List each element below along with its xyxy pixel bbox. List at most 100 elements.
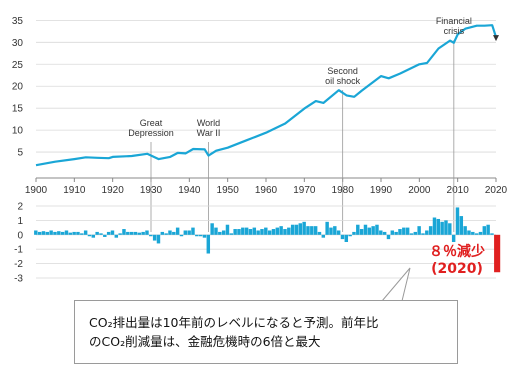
change-bar — [402, 227, 406, 235]
change-bar — [244, 227, 249, 235]
change-bar — [275, 227, 280, 235]
change-bar — [64, 230, 69, 235]
change-bar — [390, 230, 395, 235]
change-bar — [225, 224, 230, 235]
highlight-bar-2020 — [494, 234, 501, 273]
change-bar — [344, 234, 349, 242]
change-bar — [241, 227, 245, 235]
callout-line-2: のCO₂削減量は、金融危機時の6倍と最大 — [89, 334, 321, 349]
change-bar — [417, 226, 421, 235]
change-bar — [486, 224, 490, 235]
annotation-label: Second — [327, 66, 358, 76]
change-bar — [340, 234, 345, 240]
change-bar — [72, 231, 76, 235]
change-bar — [336, 230, 341, 235]
change-bar — [179, 234, 184, 237]
annotation-label: Depression — [128, 128, 174, 138]
y-tick-label: 2 — [17, 202, 23, 213]
change-bar — [34, 230, 38, 235]
x-tick-label: 1940 — [178, 185, 201, 196]
x-tick-label: 1960 — [255, 185, 278, 196]
change-bar — [233, 229, 237, 235]
change-bar — [463, 226, 467, 235]
y-tick-label: -3 — [14, 274, 23, 285]
change-bar — [99, 233, 103, 235]
change-bar — [202, 234, 207, 238]
change-bar — [91, 234, 96, 238]
x-tick-label: 2000 — [408, 185, 431, 196]
change-bar — [367, 227, 372, 235]
change-bar — [87, 234, 92, 237]
change-bar — [329, 227, 333, 235]
y-tick-label: 25 — [12, 60, 24, 71]
change-bar — [252, 227, 257, 235]
summary-callout: CO₂排出量は10年前のレベルになると予測。前年比 のCO₂削減量は、金融危機時… — [74, 300, 458, 364]
change-bar — [267, 230, 272, 235]
y-tick-label: 5 — [17, 148, 23, 159]
change-bar — [49, 230, 53, 235]
change-bar — [141, 231, 145, 235]
change-bar — [237, 229, 241, 235]
top-chart-gridlines — [36, 19, 496, 179]
change-bar — [359, 229, 364, 235]
highlight-label: ８％減少 — [429, 243, 485, 260]
change-bar — [490, 233, 494, 235]
change-bar — [283, 229, 287, 235]
change-bar — [317, 231, 322, 235]
change-bar — [172, 231, 176, 235]
y-tick-label: 0 — [17, 230, 23, 241]
change-bar — [279, 226, 283, 235]
change-bar — [302, 221, 306, 235]
change-bar — [168, 230, 172, 235]
change-bar — [126, 231, 130, 235]
change-bar — [294, 224, 299, 235]
change-bar — [210, 223, 214, 235]
change-bar — [379, 230, 383, 235]
change-bar — [103, 234, 107, 237]
change-bar — [95, 231, 99, 235]
change-bar — [149, 234, 153, 237]
change-bar — [195, 234, 199, 237]
change-bar — [474, 233, 479, 235]
change-bar — [133, 231, 138, 235]
change-bar — [405, 227, 410, 235]
annual-change-bars — [34, 207, 494, 254]
change-bar — [248, 229, 253, 235]
change-bar — [306, 226, 310, 235]
top-chart-y-axis: 5 10 15 20 25 30 35 — [12, 16, 24, 159]
y-tick-label: 35 — [12, 16, 24, 27]
x-tick-label: 1910 — [63, 185, 86, 196]
change-bar — [333, 226, 337, 235]
change-bar — [310, 226, 314, 235]
change-bar — [76, 231, 80, 235]
change-bar — [110, 230, 115, 235]
change-bar — [348, 234, 352, 237]
change-bar — [271, 229, 276, 235]
y-tick-label: 30 — [12, 38, 24, 49]
change-bar — [451, 234, 456, 242]
change-bar — [37, 231, 42, 235]
change-bar — [467, 230, 471, 235]
change-bar — [398, 229, 402, 235]
annotation-label: Great — [140, 118, 163, 128]
y-tick-label: -2 — [14, 259, 23, 270]
y-tick-label: 20 — [12, 82, 24, 93]
change-bar — [386, 234, 391, 240]
change-bar — [187, 230, 191, 235]
bottom-chart-y-axis: 2 1 0 -1 -2 -3 — [14, 202, 23, 285]
change-bar — [198, 234, 203, 237]
change-bar — [164, 233, 168, 235]
change-bar — [440, 221, 444, 235]
change-bar — [298, 223, 303, 235]
change-bar — [118, 233, 122, 235]
change-bar — [455, 207, 460, 235]
change-bar — [191, 227, 195, 235]
change-bar — [287, 227, 291, 235]
change-bar — [432, 217, 437, 235]
change-bar — [175, 227, 180, 235]
annotation-label: World — [197, 118, 220, 128]
change-bar — [114, 234, 119, 238]
change-bar — [471, 231, 475, 235]
change-bar — [57, 231, 61, 235]
